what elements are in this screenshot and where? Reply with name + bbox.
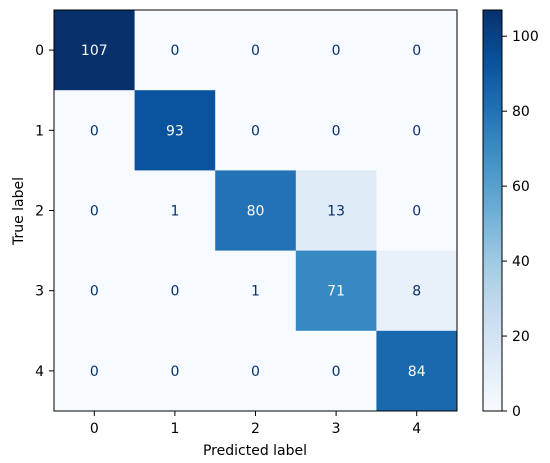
colorbar-axis: 0 20 40 60 80 100 [502, 29, 539, 420]
cell-value-label: 93 [166, 123, 184, 139]
heatmap-cell [215, 330, 297, 412]
y-tick-label: 3 [35, 284, 44, 300]
heatmap-cell [376, 10, 458, 91]
y-tick-label: 0 [35, 43, 44, 59]
colorbar-tick-label: 0 [512, 404, 521, 420]
heatmap-cell [134, 250, 216, 332]
heatmap-cell [54, 330, 136, 412]
cell-value-label: 71 [327, 284, 345, 300]
cell-value-label: 13 [327, 204, 345, 220]
cell-value-label: 8 [412, 284, 421, 300]
heatmap-cell [295, 90, 377, 171]
x-tick-label: 2 [251, 421, 260, 437]
heatmap-cell [215, 90, 297, 171]
heatmap-cell [134, 330, 216, 412]
heatmap-cell [295, 10, 377, 91]
heatmap-cell [134, 170, 216, 252]
cell-value-label: 0 [170, 284, 179, 300]
colorbar-tick-label: 100 [512, 29, 539, 45]
x-axis: 0 1 2 3 4 [90, 411, 421, 437]
cell-value-label: 1 [170, 204, 179, 220]
y-axis: 0 1 2 3 4 [35, 43, 54, 380]
colorbar [482, 9, 503, 412]
y-tick-label: 4 [35, 364, 44, 380]
colorbar-tick-label: 20 [512, 329, 530, 345]
heatmap-cells [54, 10, 458, 412]
colorbar-tick-label: 60 [512, 179, 530, 195]
cell-value-label: 0 [251, 123, 260, 139]
heatmap-cell [376, 170, 458, 252]
x-tick-label: 3 [332, 421, 341, 437]
heatmap-cell [376, 250, 458, 332]
cell-value-label: 0 [412, 123, 421, 139]
heatmap-cell [134, 10, 216, 91]
cell-value-label: 0 [251, 364, 260, 380]
cell-value-label: 0 [170, 364, 179, 380]
y-tick-label: 1 [35, 123, 44, 139]
cell-value-label: 0 [90, 284, 99, 300]
heatmap-cell [376, 90, 458, 171]
cell-value-label: 0 [332, 364, 341, 380]
heatmap-cell [295, 330, 377, 412]
y-axis-title: True label [11, 177, 27, 246]
cell-value-label: 84 [408, 364, 426, 380]
heatmap-cell [54, 170, 136, 252]
cell-value-label: 0 [332, 123, 341, 139]
x-tick-label: 0 [90, 421, 99, 437]
colorbar-tick-label: 80 [512, 104, 530, 120]
heatmap-cell [215, 10, 297, 91]
cell-value-label: 0 [251, 43, 260, 59]
cell-value-label: 0 [332, 43, 341, 59]
colorbar-tick-label: 40 [512, 254, 530, 270]
cell-value-label: 1 [251, 284, 260, 300]
cell-value-label: 0 [90, 123, 99, 139]
cell-value-label: 107 [81, 43, 108, 59]
x-axis-title: Predicted label [203, 443, 307, 459]
heatmap-cell-labels: 107 0 0 0 00 93 0 0 00 1 80 13 00 0 1 71 80 0 0 0 84 [81, 43, 426, 380]
cell-value-label: 80 [247, 204, 265, 220]
heatmap-cell [295, 250, 377, 332]
heatmap-cell [295, 170, 377, 252]
cell-value-label: 0 [170, 43, 179, 59]
cell-value-label: 0 [412, 204, 421, 220]
y-tick-label: 2 [35, 204, 44, 220]
heatmap-cell [215, 250, 297, 332]
heatmap-cell [54, 90, 136, 171]
cell-value-label: 0 [412, 43, 421, 59]
x-tick-label: 1 [170, 421, 179, 437]
heatmap-cell [54, 250, 136, 332]
heatmap-cell [134, 90, 216, 171]
cell-value-label: 0 [90, 204, 99, 220]
heatmap-cell [376, 330, 458, 412]
heatmap-cell [54, 10, 136, 91]
heatmap-cell [215, 170, 297, 252]
x-tick-label: 4 [412, 421, 421, 437]
cell-value-label: 0 [90, 364, 99, 380]
